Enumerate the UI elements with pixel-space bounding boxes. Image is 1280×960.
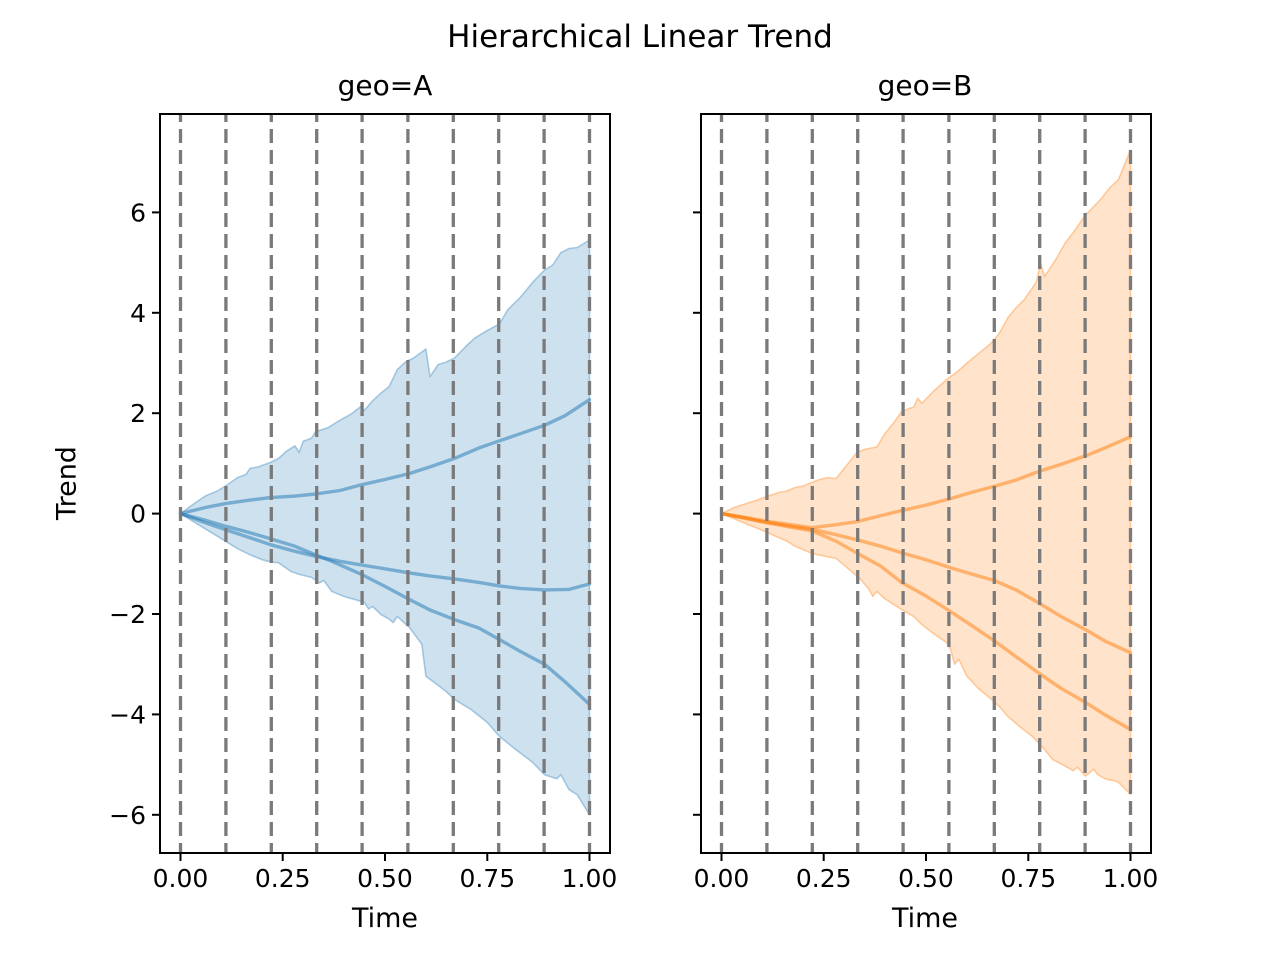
trend-draw-3 xyxy=(178,511,592,707)
x-tick-label: 0.50 xyxy=(357,864,413,893)
uncertainty-band xyxy=(179,239,591,816)
y-tick-label: 0 xyxy=(130,500,146,529)
trend-draw-1 xyxy=(178,398,592,516)
x-tick-label: 0.50 xyxy=(898,864,954,893)
x-tick-label: 0.25 xyxy=(255,864,311,893)
x-tick-label: 1.00 xyxy=(562,864,618,893)
x-tick-label: 1.00 xyxy=(1103,864,1159,893)
trend-draw-2 xyxy=(178,511,592,592)
x-tick-label: 0.00 xyxy=(694,864,750,893)
y-tick-label: 6 xyxy=(130,198,146,227)
figure-title: Hierarchical Linear Trend xyxy=(447,19,833,55)
y-tick-label: 4 xyxy=(130,299,146,328)
trend-draw-3 xyxy=(719,511,1133,732)
subplot-title-geo-b: geo=B xyxy=(877,69,973,102)
y-axis-label: Trend xyxy=(51,446,83,520)
x-axis-label-left: Time xyxy=(351,903,419,934)
x-tick-label: 0.25 xyxy=(796,864,852,893)
x-axis-label-right: Time xyxy=(891,903,959,934)
y-tick-label: −4 xyxy=(109,700,146,729)
y-tick-label: −2 xyxy=(109,600,146,629)
x-tick-label: 0.75 xyxy=(459,864,515,893)
y-tick-label: 2 xyxy=(130,399,146,428)
uncertainty-band xyxy=(720,149,1132,796)
subplot-title-geo-a: geo=A xyxy=(337,69,433,102)
y-tick-label: −6 xyxy=(109,801,146,830)
x-tick-label: 0.75 xyxy=(1000,864,1056,893)
x-tick-label: 0.00 xyxy=(153,864,209,893)
